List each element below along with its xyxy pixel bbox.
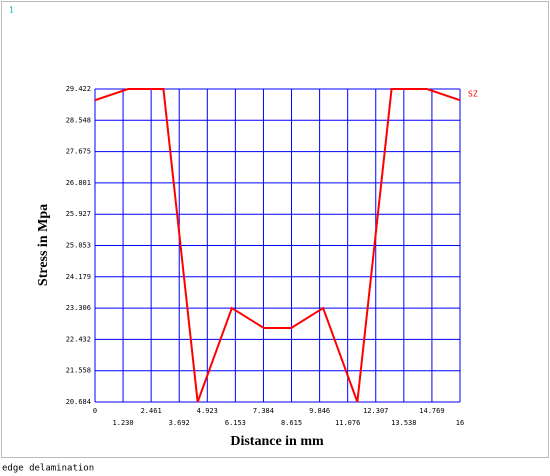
x-tick-label: 0: [93, 407, 97, 415]
y-tick-label: 22.432: [66, 335, 91, 343]
x-tick-label: 11.076: [335, 419, 360, 427]
x-tick-label: 7.384: [253, 407, 274, 415]
caption: edge delamination: [2, 464, 94, 474]
y-tick-label: 27.675: [66, 148, 91, 156]
x-axis-title: Distance in mm: [230, 434, 324, 449]
y-tick-label: 20.684: [66, 398, 91, 406]
y-tick-label: 21.558: [66, 367, 91, 375]
x-tick-label: 2.461: [141, 407, 162, 415]
x-tick-label: 6.153: [225, 419, 246, 427]
y-tick-label: 24.179: [66, 273, 91, 281]
y-tick-label: 28.548: [66, 116, 91, 124]
x-tick-label: 9.846: [309, 407, 330, 415]
x-tick-label: 13.538: [391, 419, 416, 427]
y-tick-label: 25.927: [66, 210, 91, 218]
x-tick-label: 4.923: [197, 407, 218, 415]
x-tick-label: 16: [456, 419, 464, 427]
window-number: 1: [9, 6, 14, 15]
y-tick-label: 26.801: [66, 179, 91, 187]
series-line: [94, 88, 461, 403]
x-tick-label: 3.692: [169, 419, 190, 427]
x-tick-label: 8.615: [281, 419, 302, 427]
x-tick-label: 1.230: [113, 419, 134, 427]
y-tick-label: 23.306: [66, 304, 91, 312]
x-tick-label: 14.769: [419, 407, 444, 415]
y-tick-label: 25.053: [66, 242, 91, 250]
y-tick-label: 29.422: [66, 85, 91, 93]
y-axis-title: Stress in Mpa: [36, 204, 51, 286]
x-tick-label: 12.307: [363, 407, 388, 415]
legend-label: SZ: [468, 90, 478, 99]
panel: [1, 1, 549, 458]
